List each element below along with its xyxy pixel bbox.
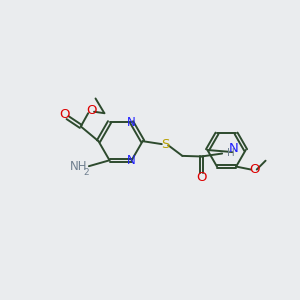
Text: NH: NH xyxy=(70,160,87,173)
Text: S: S xyxy=(161,138,170,151)
Text: O: O xyxy=(196,171,207,184)
Text: N: N xyxy=(127,154,136,167)
Text: O: O xyxy=(86,104,97,117)
Text: N: N xyxy=(127,116,136,128)
Text: 2: 2 xyxy=(83,168,89,177)
Text: H: H xyxy=(226,148,234,158)
Text: N: N xyxy=(229,142,238,155)
Text: O: O xyxy=(249,163,260,176)
Text: O: O xyxy=(59,108,69,121)
